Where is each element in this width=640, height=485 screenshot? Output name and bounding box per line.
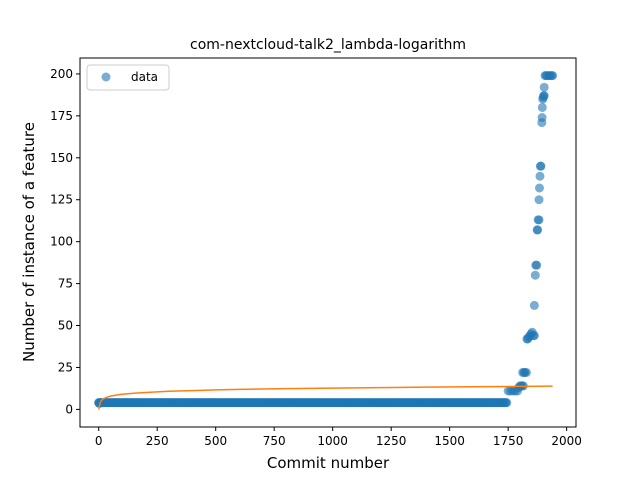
data-point	[539, 91, 549, 101]
axes-frame	[79, 57, 577, 428]
y-tick-label: 50	[58, 319, 73, 333]
data-point	[532, 260, 542, 270]
data-point	[537, 113, 547, 123]
data-series	[94, 71, 558, 409]
chart-title: com-nextcloud-talk2_lambda-logarithm	[190, 37, 466, 53]
y-tick-label: 75	[58, 277, 73, 291]
x-axis-label: Commit number	[267, 454, 390, 472]
data-point	[537, 102, 547, 112]
y-tick-label: 175	[50, 109, 73, 123]
x-tick-label: 2000	[551, 434, 582, 448]
x-tick-label: 1250	[376, 434, 407, 448]
y-tick-label: 100	[50, 235, 73, 249]
data-point	[548, 71, 558, 81]
data-point	[535, 171, 545, 181]
legend-box	[86, 64, 170, 91]
data-point	[536, 161, 546, 171]
data-point	[502, 398, 512, 408]
y-axis-label: Number of instance of a feature	[20, 122, 38, 362]
x-tick-label: 1750	[493, 434, 524, 448]
x-tick-label: 500	[204, 434, 227, 448]
data-point	[535, 183, 544, 193]
y-tick-label: 200	[50, 67, 73, 81]
legend: data	[86, 64, 170, 91]
legend-marker-data	[101, 72, 111, 82]
y-tick-label: 125	[50, 193, 73, 207]
x-axis-ticks: 0 250 500 750 1000 1250 1500 1750 2000	[95, 427, 582, 448]
y-tick-label: 150	[50, 151, 73, 165]
data-point	[534, 215, 544, 225]
data-point	[530, 270, 540, 280]
x-tick-label: 250	[146, 434, 169, 448]
x-tick-label: 0	[95, 434, 103, 448]
legend-label-data: data	[131, 70, 158, 84]
fit-line	[97, 385, 553, 410]
x-tick-label: 750	[263, 434, 286, 448]
y-tick-label: 25	[58, 360, 73, 374]
data-point	[529, 331, 539, 341]
data-point	[521, 367, 531, 377]
x-tick-label: 1000	[317, 434, 348, 448]
y-axis-ticks: 0 25 50 75 100 125 150 175 200	[50, 67, 80, 416]
y-tick-label: 0	[65, 402, 73, 416]
data-point	[539, 82, 549, 92]
x-tick-label: 1500	[434, 434, 465, 448]
data-point	[529, 300, 539, 310]
data-point	[534, 195, 544, 205]
data-point	[533, 225, 543, 235]
plot-area	[94, 71, 558, 410]
